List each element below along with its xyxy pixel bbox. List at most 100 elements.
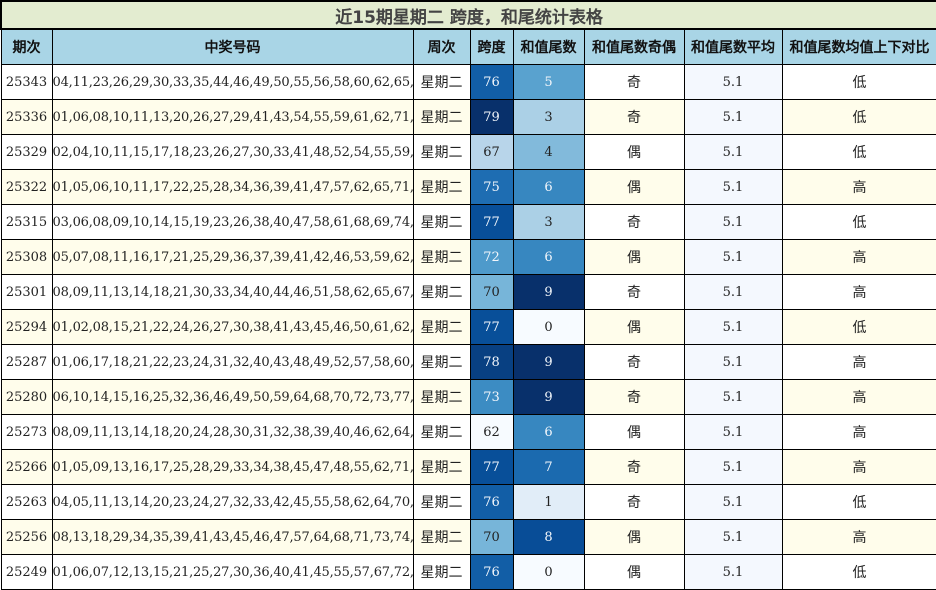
- cell-tail: 9: [512, 379, 585, 415]
- cell-numbers: 01,05,09,13,16,17,25,28,29,33,34,38,45,4…: [51, 449, 414, 485]
- cell-tail: 8: [512, 519, 585, 555]
- cell-numbers: 04,11,23,26,29,30,33,35,44,46,49,50,55,5…: [51, 64, 414, 100]
- cell-issue: 25249: [0, 554, 53, 590]
- cell-avg: 5.1: [683, 449, 783, 485]
- table-row: 25266 01,05,09,13,16,17,25,28,29,33,34,38…: [0, 449, 936, 485]
- cell-numbers: 01,02,08,15,21,22,24,26,27,30,38,41,43,4…: [51, 309, 414, 345]
- cell-parity: 奇: [583, 274, 685, 310]
- cell-tail: 6: [512, 414, 585, 450]
- cell-numbers: 01,06,17,18,21,22,23,24,31,32,40,43,48,4…: [51, 344, 414, 380]
- cell-parity: 偶: [583, 134, 685, 170]
- header-avg: 和值尾数平均: [683, 28, 783, 65]
- cell-week: 星期二: [412, 379, 471, 415]
- cell-tail: 6: [512, 239, 585, 275]
- cell-numbers: 05,07,08,11,16,17,21,25,29,36,37,39,41,4…: [51, 239, 414, 275]
- cell-week: 星期二: [412, 484, 471, 520]
- header-row: 期次 中奖号码 周次 跨度 和值尾数 和值尾数奇偶 和值尾数平均 和值尾数均值上下对比: [0, 28, 936, 65]
- cell-compare: 低: [781, 204, 936, 240]
- cell-week: 星期二: [412, 64, 471, 100]
- cell-avg: 5.1: [683, 554, 783, 590]
- header-week: 周次: [412, 28, 471, 65]
- cell-parity: 偶: [583, 414, 685, 450]
- cell-issue: 25263: [0, 484, 53, 520]
- cell-numbers: 02,04,10,11,15,17,18,23,26,27,30,33,41,4…: [51, 134, 414, 170]
- cell-numbers: 04,05,11,13,14,20,23,24,27,32,33,42,45,5…: [51, 484, 414, 520]
- cell-span: 70: [469, 274, 514, 310]
- cell-week: 星期二: [412, 99, 471, 135]
- cell-week: 星期二: [412, 414, 471, 450]
- header-span: 跨度: [469, 28, 514, 65]
- cell-avg: 5.1: [683, 134, 783, 170]
- cell-compare: 高: [781, 344, 936, 380]
- cell-tail: 0: [512, 554, 585, 590]
- cell-issue: 25294: [0, 309, 53, 345]
- cell-compare: 高: [781, 379, 936, 415]
- cell-tail: 3: [512, 99, 585, 135]
- cell-compare: 低: [781, 99, 936, 135]
- cell-parity: 偶: [583, 519, 685, 555]
- cell-compare: 高: [781, 274, 936, 310]
- cell-compare: 高: [781, 414, 936, 450]
- cell-parity: 偶: [583, 554, 685, 590]
- header-issue: 期次: [0, 28, 53, 65]
- cell-numbers: 01,06,07,12,13,15,21,25,27,30,36,40,41,4…: [51, 554, 414, 590]
- cell-avg: 5.1: [683, 309, 783, 345]
- table-title: 近15期星期二 跨度，和尾统计表格: [0, 0, 936, 30]
- cell-avg: 5.1: [683, 169, 783, 205]
- table-row: 25308 05,07,08,11,16,17,21,25,29,36,37,39…: [0, 239, 936, 275]
- cell-numbers: 01,05,06,10,11,17,22,25,28,34,36,39,41,4…: [51, 169, 414, 205]
- cell-numbers: 08,09,11,13,14,18,20,24,28,30,31,32,38,3…: [51, 414, 414, 450]
- cell-issue: 25308: [0, 239, 53, 275]
- cell-avg: 5.1: [683, 344, 783, 380]
- cell-avg: 5.1: [683, 99, 783, 135]
- cell-compare: 高: [781, 239, 936, 275]
- cell-issue: 25287: [0, 344, 53, 380]
- cell-tail: 4: [512, 134, 585, 170]
- cell-numbers: 03,06,08,09,10,14,15,19,23,26,38,40,47,5…: [51, 204, 414, 240]
- cell-avg: 5.1: [683, 204, 783, 240]
- cell-parity: 偶: [583, 309, 685, 345]
- header-parity: 和值尾数奇偶: [583, 28, 685, 65]
- table-row: 25336 01,06,08,10,11,13,20,26,27,29,41,43…: [0, 99, 936, 135]
- cell-avg: 5.1: [683, 414, 783, 450]
- header-compare: 和值尾数均值上下对比: [781, 28, 936, 65]
- cell-parity: 偶: [583, 239, 685, 275]
- cell-week: 星期二: [412, 449, 471, 485]
- cell-issue: 25266: [0, 449, 53, 485]
- cell-parity: 奇: [583, 99, 685, 135]
- table-row: 25280 06,10,14,15,16,25,32,36,46,49,50,59…: [0, 379, 936, 415]
- table-row: 25263 04,05,11,13,14,20,23,24,27,32,33,42…: [0, 484, 936, 520]
- cell-numbers: 08,09,11,13,14,18,21,30,33,34,40,44,46,5…: [51, 274, 414, 310]
- cell-week: 星期二: [412, 239, 471, 275]
- cell-week: 星期二: [412, 554, 471, 590]
- cell-compare: 高: [781, 449, 936, 485]
- cell-tail: 9: [512, 274, 585, 310]
- cell-tail: 0: [512, 309, 585, 345]
- cell-compare: 高: [781, 169, 936, 205]
- cell-tail: 3: [512, 204, 585, 240]
- cell-avg: 5.1: [683, 519, 783, 555]
- cell-span: 75: [469, 169, 514, 205]
- table-row: 25294 01,02,08,15,21,22,24,26,27,30,38,41…: [0, 309, 936, 345]
- cell-avg: 5.1: [683, 239, 783, 275]
- table-row: 25256 08,13,18,29,34,35,39,41,43,45,46,47…: [0, 519, 936, 555]
- cell-week: 星期二: [412, 134, 471, 170]
- table-row: 25301 08,09,11,13,14,18,21,30,33,34,40,44…: [0, 274, 936, 310]
- cell-week: 星期二: [412, 274, 471, 310]
- header-numbers: 中奖号码: [51, 28, 414, 65]
- cell-week: 星期二: [412, 519, 471, 555]
- cell-tail: 7: [512, 449, 585, 485]
- cell-avg: 5.1: [683, 64, 783, 100]
- cell-span: 77: [469, 309, 514, 345]
- cell-span: 78: [469, 344, 514, 380]
- cell-parity: 奇: [583, 204, 685, 240]
- cell-parity: 奇: [583, 64, 685, 100]
- table-row: 25287 01,06,17,18,21,22,23,24,31,32,40,43…: [0, 344, 936, 380]
- cell-compare: 低: [781, 484, 936, 520]
- cell-span: 70: [469, 519, 514, 555]
- cell-span: 76: [469, 484, 514, 520]
- cell-avg: 5.1: [683, 379, 783, 415]
- cell-compare: 低: [781, 309, 936, 345]
- cell-tail: 5: [512, 64, 585, 100]
